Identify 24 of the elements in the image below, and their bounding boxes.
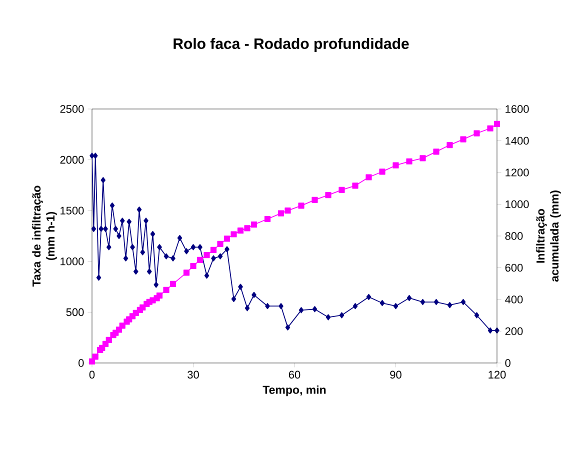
y2-tick-label: 1200: [506, 168, 529, 176]
x-tick-label: 90: [390, 370, 402, 379]
y-axis-title: Taxa de infiltração (mm h-1): [32, 186, 57, 287]
y2-tick-label: 200: [505, 327, 523, 336]
chart-title: Rolo faca - Rodado profundidade: [174, 38, 409, 52]
x-tick-label: 120: [488, 370, 506, 379]
y2-tick-label: 1000: [506, 200, 529, 208]
y-tick-label: 2000: [60, 156, 84, 164]
x-tick-label: 0: [89, 370, 95, 379]
y-tick-label: 1500: [60, 206, 84, 214]
y2-tick-label: 800: [505, 232, 523, 240]
x-tick-label: 30: [188, 370, 199, 379]
y2-tick-label: 0: [505, 359, 510, 367]
x-tick-label: 60: [288, 370, 300, 379]
y2-tick-label: 1600: [506, 105, 529, 113]
y2-tick-label: 1400: [506, 136, 529, 145]
y2-axis-title: Infiltração acumulada (mm): [536, 190, 561, 282]
x-axis-title: Tempo, min: [262, 385, 326, 396]
y2-tick-label: 600: [505, 264, 523, 272]
y-tick-label: 500: [66, 308, 84, 316]
y2-tick-label: 400: [505, 296, 523, 304]
y-tick-label: 0: [78, 359, 84, 367]
y-tick-label: 2500: [60, 105, 84, 113]
y-tick-label: 1000: [60, 258, 84, 266]
